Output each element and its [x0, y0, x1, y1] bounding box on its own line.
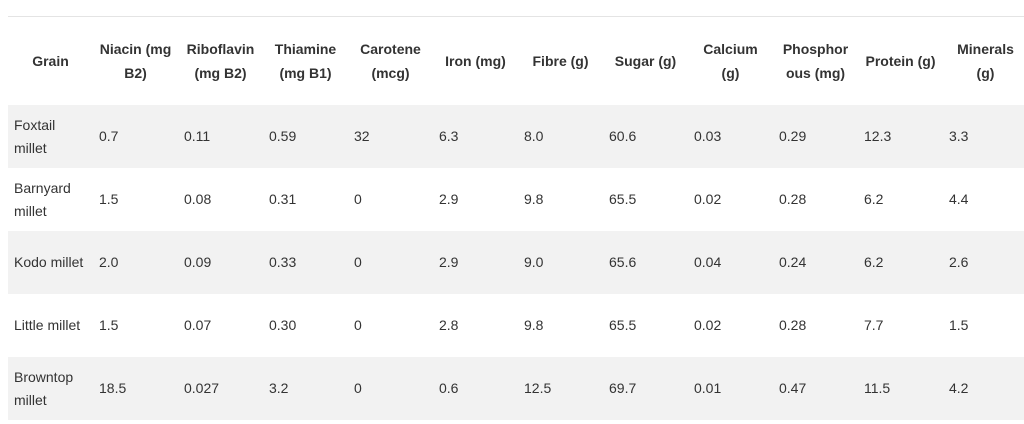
column-header: Fibre (g): [518, 16, 603, 105]
table-cell: 3.3: [949, 128, 969, 144]
table-cell: 0.33: [269, 254, 297, 270]
grain-name: Browntop millet: [14, 368, 74, 408]
table-cell: 7.7: [864, 317, 884, 333]
grain-name: Foxtail millet: [14, 116, 56, 156]
table-cell: 0.7: [99, 128, 119, 144]
table-cell: 6.2: [864, 191, 884, 207]
grain-name: Kodo millet: [14, 254, 84, 270]
column-header: Phosphorous (mg): [773, 16, 858, 105]
table-cell: 65.5: [609, 191, 637, 207]
column-header: Riboflavin (mg B2): [178, 16, 263, 105]
table-row: Little millet 1.5 0.07 0.30 0 2.8 9.8 65.5 0.02 0…: [8, 294, 1024, 357]
table-cell: 0.01: [694, 380, 722, 396]
table-cell: 2.8: [439, 317, 459, 333]
table-cell: 4.2: [949, 380, 969, 396]
column-header: Grain: [8, 16, 93, 105]
table-cell: 0.24: [779, 254, 807, 270]
table-cell: 1.5: [99, 317, 119, 333]
column-header: Protein (g): [858, 16, 943, 105]
table-cell: 0.08: [184, 191, 212, 207]
table-cell: 2.9: [439, 191, 459, 207]
column-header: Sugar (g): [603, 16, 688, 105]
table-row: Foxtail millet 0.7 0.11 0.59 32 6.3 8.0 60.6 0.0…: [8, 105, 1024, 168]
table-cell: 0.11: [184, 128, 211, 144]
table-cell: 0.29: [779, 128, 807, 144]
table-cell: 0.28: [779, 191, 807, 207]
table-cell: 0.027: [184, 380, 220, 396]
table-cell: 0.04: [694, 254, 722, 270]
table-row: Barnyard millet 1.5 0.08 0.31 0 2.9 9.8 65.5 0.0…: [8, 168, 1024, 231]
table-cell: 0.30: [269, 317, 297, 333]
column-header: Minerals (g): [943, 16, 1024, 105]
table-cell: 11.5: [864, 380, 891, 396]
table-cell: 3.2: [269, 380, 289, 396]
table-cell: 8.0: [524, 128, 544, 144]
table-cell: 65.6: [609, 254, 637, 270]
table-cell: 2.0: [99, 254, 119, 270]
table-cell: 0.6: [439, 380, 459, 396]
table-cell: 0: [354, 317, 362, 333]
table-cell: 4.4: [949, 191, 969, 207]
column-header: Iron (mg): [433, 16, 518, 105]
table-cell: 6.3: [439, 128, 459, 144]
table-cell: 2.6: [949, 254, 969, 270]
table-row: Kodo millet 2.0 0.09 0.33 0 2.9 9.0 65.6 0.04 0.2…: [8, 231, 1024, 294]
table-cell: 0: [354, 380, 362, 396]
table-cell: 69.7: [609, 380, 637, 396]
table-cell: 0: [354, 191, 362, 207]
table-cell: 0.31: [269, 191, 297, 207]
table-container: Grain Niacin (mg B2) Riboflavin (mg B2) Thi…: [8, 16, 1024, 420]
table-cell: 1.5: [949, 317, 969, 333]
grain-name: Barnyard millet: [14, 179, 71, 219]
table-cell: 6.2: [864, 254, 884, 270]
table-cell: 0.02: [694, 191, 722, 207]
table-cell: 0.07: [184, 317, 212, 333]
table-cell: 32: [354, 128, 370, 144]
table-cell: 65.5: [609, 317, 637, 333]
grain-name: Little millet: [14, 317, 81, 333]
column-header: Thiamine (mg B1): [263, 16, 348, 105]
table-cell: 9.0: [524, 254, 544, 270]
table-cell: 9.8: [524, 317, 544, 333]
nutrition-table: Grain Niacin (mg B2) Riboflavin (mg B2) Thi…: [8, 16, 1024, 420]
table-cell: 2.9: [439, 254, 459, 270]
header-row: Grain Niacin (mg B2) Riboflavin (mg B2) Thi…: [8, 16, 1024, 105]
table-cell: 0.59: [269, 128, 297, 144]
table-cell: 0.28: [779, 317, 807, 333]
table-cell: 0.09: [184, 254, 212, 270]
table-cell: 0.03: [694, 128, 722, 144]
table-cell: 18.5: [99, 380, 127, 396]
table-cell: 12.3: [864, 128, 892, 144]
column-header: Carotene (mcg): [348, 16, 433, 105]
table-cell: 60.6: [609, 128, 637, 144]
table-row: Browntop millet 18.5 0.027 3.2 0 0.6 12.5 69.7 0…: [8, 357, 1024, 420]
table-cell: 1.5: [99, 191, 119, 207]
column-header: Calcium (g): [688, 16, 773, 105]
table-cell: 0: [354, 254, 362, 270]
table-cell: 9.8: [524, 191, 544, 207]
table-cell: 12.5: [524, 380, 552, 396]
table-cell: 0.02: [694, 317, 722, 333]
table-cell: 0.47: [779, 380, 807, 396]
column-header: Niacin (mg B2): [93, 16, 178, 105]
